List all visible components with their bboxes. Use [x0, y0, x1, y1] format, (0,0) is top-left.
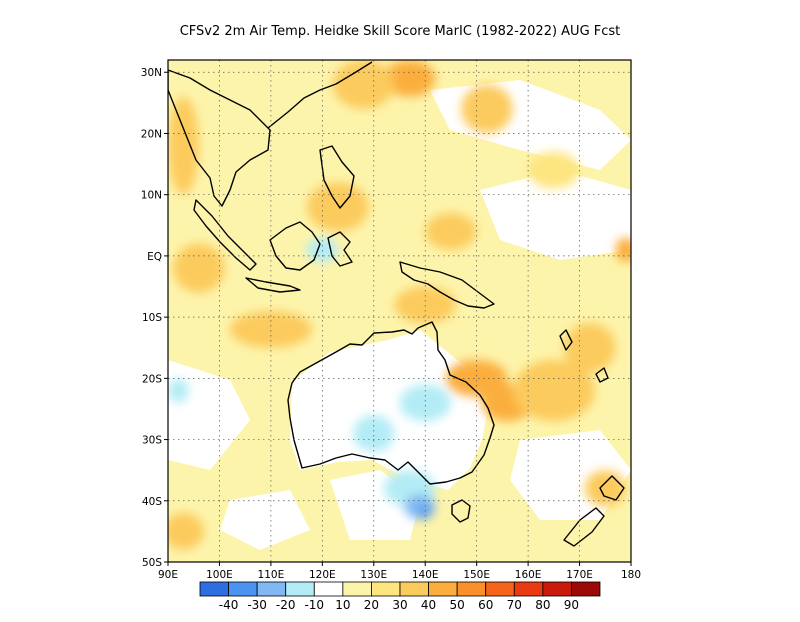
skill-region — [394, 286, 457, 324]
colorbar-label: 40 — [421, 598, 436, 612]
axes: 90E 100E 110E 120E 130E 140E 150E 160E 170E 180 30… — [141, 67, 641, 581]
skill-region — [528, 151, 580, 189]
colorbar-label: -20 — [276, 598, 296, 612]
colorbar-label: 80 — [535, 598, 550, 612]
colorbar-swatch — [228, 581, 258, 597]
colorbar-swatch — [342, 581, 372, 597]
colorbar-swatch — [571, 581, 601, 597]
skill-region — [168, 378, 189, 403]
x-tick-label: 160E — [515, 569, 542, 581]
skill-region — [168, 513, 205, 550]
x-tick-label: 180 — [621, 569, 641, 581]
colorbar-swatch — [513, 581, 544, 597]
skill-region — [399, 384, 451, 422]
y-tick-label: EQ — [147, 251, 162, 263]
skill-region — [512, 359, 595, 422]
x-tick-label: 130E — [360, 569, 387, 581]
colorbar-swatch — [285, 581, 315, 597]
skill-region — [445, 359, 508, 397]
x-tick-label: 100E — [206, 569, 233, 581]
plot-frame — [167, 59, 632, 563]
australia-interior-white — [290, 330, 488, 490]
indochina-coast — [168, 69, 271, 207]
skill-region — [306, 237, 338, 263]
new-guinea-coast — [399, 261, 495, 309]
y-tick-label: 30N — [141, 67, 162, 79]
skill-region — [229, 311, 313, 348]
colorbar-label: -10 — [304, 598, 324, 612]
skill-region — [615, 237, 631, 263]
southwest-white — [220, 490, 310, 550]
australia-coast — [287, 321, 495, 485]
skill-region — [306, 182, 369, 232]
colorbar-swatch — [428, 581, 458, 597]
skill-region — [461, 84, 513, 134]
no-skill-regions — [168, 80, 631, 550]
colorbar-label: -40 — [219, 598, 239, 612]
colorbar-swatch — [485, 581, 515, 597]
skill-regions — [168, 60, 631, 550]
colorbar-swatch — [456, 581, 487, 597]
philippines-coast — [319, 145, 355, 209]
skill-region — [425, 213, 477, 250]
x-tick-label: 120E — [309, 569, 336, 581]
vanuatu-coast — [559, 329, 573, 351]
borneo-coast — [269, 221, 321, 271]
tasmania-coast — [451, 499, 471, 523]
colorbar-swatch — [256, 581, 287, 597]
colorbar-swatch — [371, 581, 401, 597]
y-tick-label: 40S — [142, 496, 162, 508]
colorbar-label: 90 — [564, 598, 579, 612]
y-tick-label: 30S — [142, 435, 162, 447]
skill-region — [173, 243, 225, 293]
y-tick-label: 20S — [142, 373, 162, 385]
colorbar-swatch — [542, 581, 572, 597]
china-coast — [267, 61, 373, 129]
coastlines — [168, 61, 625, 547]
y-tick-label: 20N — [141, 128, 162, 140]
x-tick-label: 140E — [412, 569, 439, 581]
colorbar-label: 60 — [478, 598, 493, 612]
colorbar-label: 20 — [364, 598, 379, 612]
skill-region — [404, 494, 436, 520]
west-pacific-white — [480, 170, 631, 260]
figure-title: CFSv2 2m Air Temp. Heidke Skill Score Ma… — [180, 24, 621, 39]
y-tick-label: 50S — [142, 557, 162, 569]
skill-region — [353, 415, 395, 452]
skill-region — [384, 60, 436, 97]
x-tick-label: 110E — [258, 569, 285, 581]
x-tick-label: 90E — [158, 569, 178, 581]
x-tick-label: 170E — [566, 569, 593, 581]
skill-region — [584, 470, 626, 507]
colorbar-label: 50 — [450, 598, 465, 612]
skill-region — [168, 96, 199, 195]
colorbar-label: 70 — [507, 598, 522, 612]
indian-ocean-white — [168, 360, 250, 470]
colorbar: -40 -30 -20 -10 10 20 30 40 50 60 70 80 90 — [199, 581, 601, 612]
colorbar-swatch — [199, 581, 229, 597]
nz-south-coast — [563, 507, 605, 547]
y-tick-label: 10N — [141, 190, 162, 202]
y-tick-label: 10S — [142, 312, 162, 324]
colorbar-label: 10 — [335, 598, 350, 612]
java-coast — [245, 277, 301, 293]
grid-lines — [168, 60, 631, 562]
skill-region — [564, 323, 616, 373]
skill-region — [420, 506, 431, 520]
sumatra-coast — [193, 199, 257, 271]
colorbar-swatch — [399, 581, 429, 597]
colorbar-label: 30 — [392, 598, 407, 612]
nz-north-coast — [599, 475, 625, 501]
colorbar-label: -30 — [247, 598, 267, 612]
x-tick-label: 150E — [463, 569, 490, 581]
colorbar-swatch — [313, 581, 344, 597]
